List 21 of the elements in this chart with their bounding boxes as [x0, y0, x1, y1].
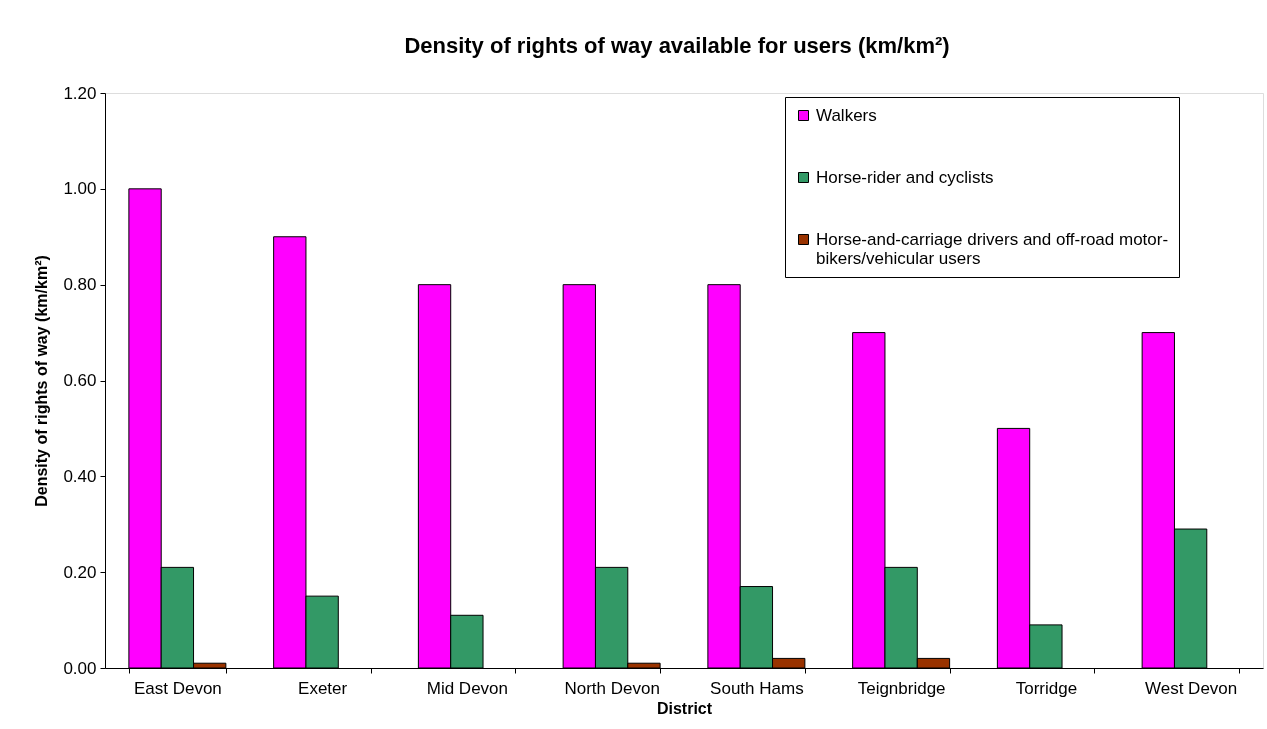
- y-tick-label: 1.20: [63, 83, 97, 103]
- x-axis-title: District: [656, 699, 713, 717]
- y-tick-label: 0.00: [63, 658, 97, 678]
- chart-title: Density of rights of way available for users (km/km²): [404, 33, 950, 58]
- y-tick-label: 1.00: [63, 179, 97, 199]
- legend-label: Horse-rider and cyclists: [816, 167, 994, 187]
- x-tick-label: South Hams: [710, 678, 804, 698]
- y-tick-label: 0.40: [63, 466, 97, 486]
- y-axis-title: Density of rights of way (km/km²): [33, 255, 51, 507]
- x-tick-label: West Devon: [1144, 678, 1238, 698]
- legend-label: Walkers: [816, 105, 877, 125]
- x-tick-label: East Devon: [133, 678, 222, 698]
- x-tick-label: North Devon: [564, 678, 660, 698]
- y-tick-label: 0.60: [63, 371, 97, 390]
- x-tick-label: Teignbridge: [857, 678, 946, 698]
- x-tick-label: Mid Devon: [426, 678, 509, 698]
- x-tick-label: Exeter: [298, 678, 348, 698]
- legend-label: Horse-and-carriage drivers and off-road motor-bikers/vehicular users: [816, 229, 1169, 268]
- y-tick-label: 0.20: [63, 562, 97, 582]
- x-tick-label: Torridge: [1015, 678, 1078, 698]
- y-tick-label: 0.80: [63, 275, 97, 295]
